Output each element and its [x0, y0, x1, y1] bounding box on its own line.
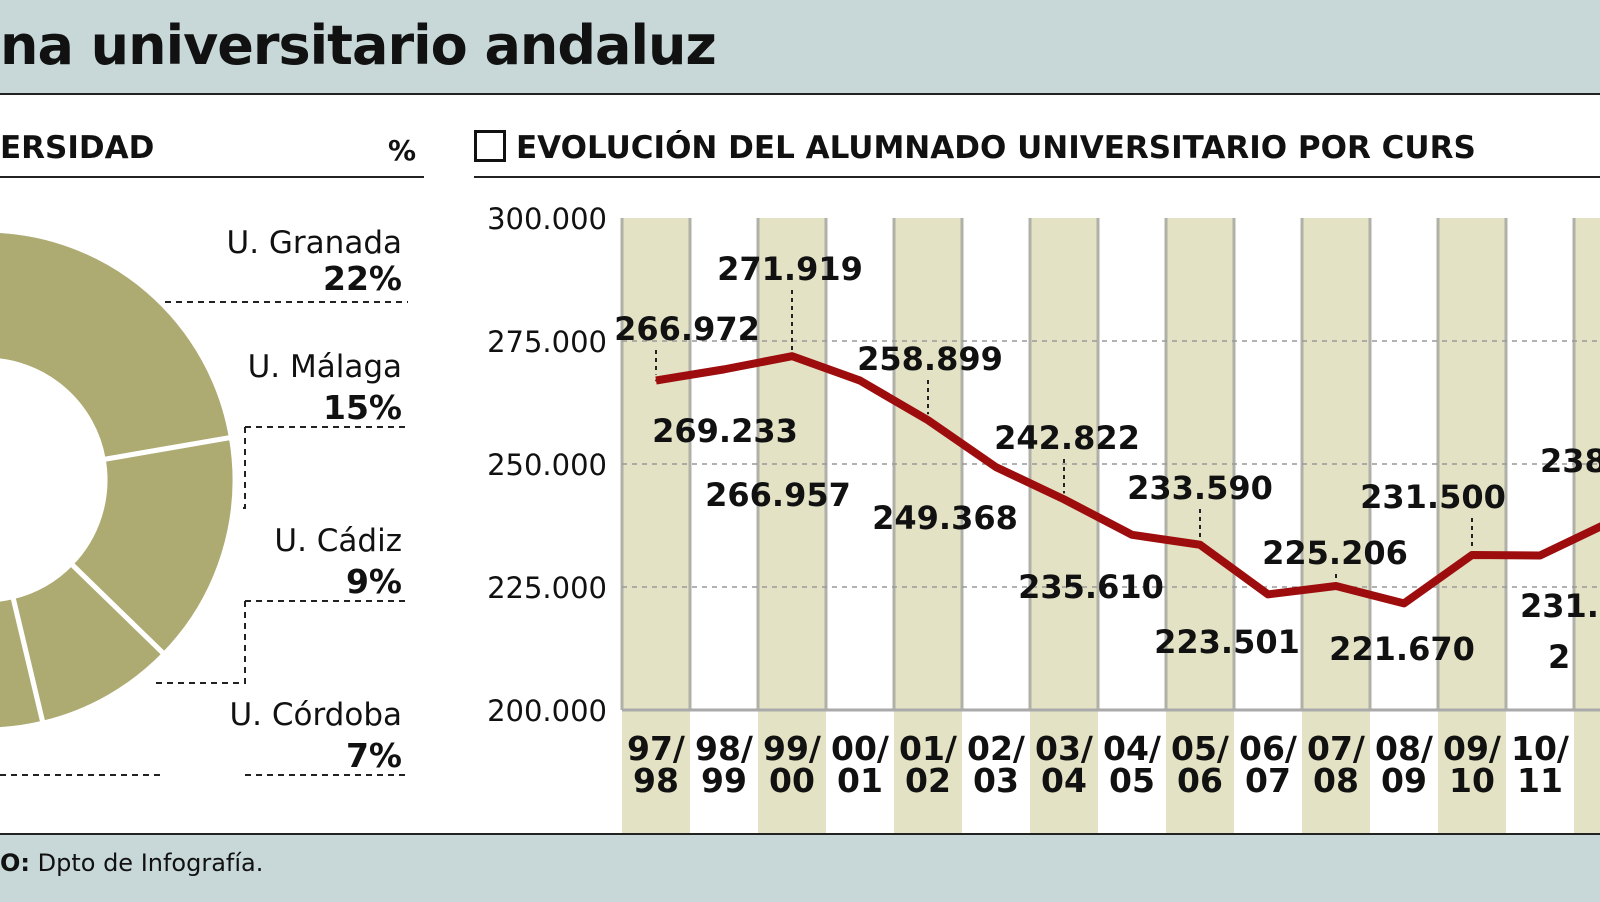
column-stripe — [758, 218, 826, 833]
x-tick-label: 09/ — [1443, 729, 1502, 768]
x-tick-label: 01 — [837, 761, 883, 800]
x-tick-label: 09 — [1381, 761, 1427, 800]
data-point — [995, 466, 997, 469]
y-tick-label: 275.000 — [487, 325, 607, 359]
x-tick-label: 07/ — [1307, 729, 1366, 768]
x-tick-label: 08/ — [1375, 729, 1434, 768]
data-label: 271.919 — [717, 250, 863, 288]
data-point — [1471, 554, 1473, 557]
left-header-label: ERSIDAD — [0, 130, 155, 166]
data-point — [655, 379, 657, 382]
data-label: 242.822 — [994, 419, 1140, 457]
x-tick-label: 99/ — [763, 729, 822, 768]
slice-percent: 15% — [323, 388, 402, 427]
percent-unit: % — [387, 134, 416, 167]
x-tick-label: 98 — [633, 761, 679, 800]
data-point — [1267, 593, 1269, 596]
data-point — [927, 419, 929, 422]
data-point — [1063, 498, 1065, 501]
x-tick-label: 06/ — [1239, 729, 1298, 768]
data-label: 223.501 — [1154, 623, 1300, 661]
column-stripe — [1438, 218, 1506, 833]
data-label: 231.4 — [1520, 587, 1600, 625]
x-tick-label: 04 — [1041, 761, 1087, 800]
x-tick-label: 98/ — [695, 729, 754, 768]
x-tick-label: 08 — [1313, 761, 1359, 800]
x-tick-label: 11 — [1517, 761, 1563, 800]
title-band: na universitario andaluz — [0, 0, 1600, 95]
data-point — [791, 355, 793, 358]
data-label: 258.899 — [857, 340, 1003, 378]
data-label: 238 — [1540, 442, 1600, 480]
x-tick-label: 02 — [905, 761, 951, 800]
slice-label: U. Málaga — [248, 349, 402, 385]
page-title: na universitario andaluz — [0, 14, 717, 77]
y-tick-label: 225.000 — [487, 571, 607, 605]
y-tick-label: 300.000 — [487, 202, 607, 236]
source-label: O: — [0, 849, 30, 877]
x-tick-label: 05 — [1109, 761, 1155, 800]
data-point — [723, 368, 725, 371]
slice-percent: 9% — [346, 562, 402, 601]
left-section-header: ERSIDAD% — [0, 130, 424, 178]
data-point — [1199, 543, 1201, 546]
x-tick-label: 04/ — [1103, 729, 1162, 768]
x-tick-label: 03 — [973, 761, 1019, 800]
donut-slice — [0, 227, 235, 463]
x-tick-label: 97/ — [627, 729, 686, 768]
column-stripe — [894, 218, 962, 833]
data-label: 266.957 — [705, 476, 851, 514]
x-tick-label: 01/ — [899, 729, 958, 768]
data-point — [1403, 602, 1405, 605]
data-label: 269.233 — [652, 412, 798, 450]
column-stripe — [1030, 218, 1098, 833]
slice-label: U. Granada — [227, 225, 402, 261]
data-point — [1539, 554, 1541, 557]
x-tick-label: 99 — [701, 761, 747, 800]
slice-percent: 7% — [346, 736, 402, 775]
data-point — [859, 379, 861, 382]
slice-percent: 22% — [323, 259, 402, 298]
x-tick-label: 03/ — [1035, 729, 1094, 768]
data-label: 233.590 — [1127, 469, 1273, 507]
column-stripe — [622, 218, 690, 833]
data-label: 266.972 — [614, 310, 760, 348]
source-text: Dpto de Infografía. — [30, 849, 264, 877]
data-point — [1335, 584, 1337, 587]
slice-label: U. Cádiz — [274, 523, 402, 559]
x-tick-label: 06 — [1177, 761, 1223, 800]
right-section-header: EVOLUCIÓN DEL ALUMNADO UNIVERSITARIO POR… — [474, 130, 1600, 178]
donut-slice — [0, 593, 46, 732]
leader-line — [155, 427, 246, 684]
data-label: 231.500 — [1360, 478, 1506, 516]
x-tick-label: 10/ — [1511, 729, 1570, 768]
x-tick-label: 07 — [1245, 761, 1291, 800]
y-tick-label: 250.000 — [487, 448, 607, 482]
slice-label: U. Córdoba — [229, 697, 402, 733]
footer: O: Dpto de Infografía. — [0, 833, 1600, 902]
x-tick-label: 10 — [1449, 761, 1495, 800]
right-header-label: EVOLUCIÓN DEL ALUMNADO UNIVERSITARIO POR… — [516, 130, 1476, 166]
x-tick-label: 00/ — [831, 729, 890, 768]
square-bullet-icon — [474, 130, 506, 162]
data-label: 235.610 — [1018, 568, 1164, 606]
data-point — [1131, 533, 1133, 536]
data-label: 225.206 — [1262, 534, 1408, 572]
data-label: 249.368 — [872, 499, 1018, 537]
column-stripe — [1302, 218, 1370, 833]
x-tick-label: 00 — [769, 761, 815, 800]
data-label: 2 — [1548, 638, 1570, 676]
x-tick-label: 02/ — [967, 729, 1026, 768]
data-label: 221.670 — [1329, 630, 1475, 668]
y-tick-label: 200.000 — [487, 694, 607, 728]
x-tick-label: 05/ — [1171, 729, 1230, 768]
